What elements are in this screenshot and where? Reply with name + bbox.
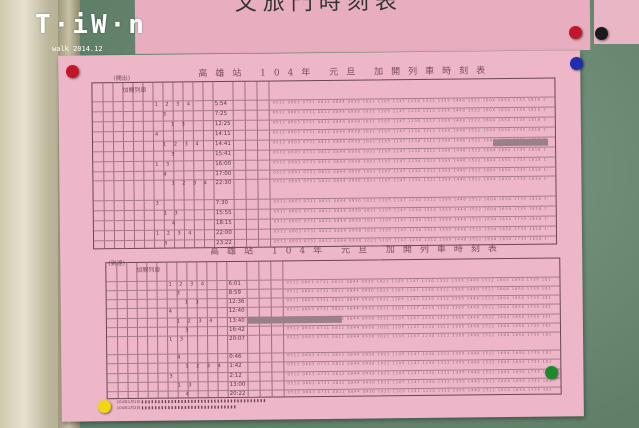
grid-line [116,263,119,399]
train-days: 4 [177,354,184,361]
grid-line [146,262,149,398]
train-time: 2:12 [229,372,242,379]
train-time: 16:00 [215,160,232,167]
train-days: 3 [162,111,169,118]
blue-magnet [570,57,583,70]
train-days: 1 3 [163,210,181,217]
grid-line [216,262,219,398]
train-days: 1 3 [170,121,188,128]
arrival-title: 高雄站 104年 元旦 加開列車時刻表 [210,244,505,258]
green-magnet [545,366,558,379]
train-days: 3 [176,290,183,297]
train-time: 7:30 [215,200,229,207]
header-label: 加開列車 [136,266,161,274]
train-days: 1 3 [184,299,202,306]
grid-line [202,82,206,248]
black-magnet [595,27,608,40]
train-time: 18:15 [215,220,232,227]
grid-line [126,263,129,399]
train-days: 1 2 3 4 [171,180,210,188]
train-time: 22:00 [215,230,232,237]
timetable-sheet: (開出) 高雄站 104年 元旦 加開列車時刻表 加開列車 5:54 1 2 3 4… [58,50,584,422]
train-time: 22:30 [215,180,232,187]
train-days: 3 [155,200,162,208]
grid-line [112,83,116,249]
train-time: 15:55 [215,210,232,217]
train-days: 3 [164,240,171,247]
grid-line [270,261,273,397]
grid-line [132,82,136,248]
train-time: 16:42 [228,326,245,333]
train-days: 3 [171,151,178,158]
train-days: 1 2 3 4 [185,363,224,370]
departure-title: 高雄站 104年 元旦 加開列車時刻表 [198,66,494,80]
train-time: 13:40 [228,317,245,324]
train-time: 6:01 [228,280,241,287]
train-days: 3 [184,327,192,334]
train-time: 20:07 [229,335,245,342]
train-days: 4 [163,171,170,178]
train-time: 1:42 [229,363,242,370]
train-time: 20:22 [229,390,246,397]
train-time: 12:36 [228,299,245,306]
train-days: 1 2 3 4 [176,317,216,325]
grid-line [244,81,248,247]
top-notice: 文旅門時刻表 [134,0,591,54]
train-days: 3 [169,373,176,380]
train-days: 1 2 3 4 [154,101,194,108]
train-time: 12:40 [228,308,245,315]
grid-line [102,83,106,249]
red-magnet [66,65,79,78]
train-time: 7:25 [214,110,228,118]
train-time: 13:00 [229,381,246,388]
train-days: 4 [171,220,179,227]
watermark-sub: walk 2014.12 [52,45,103,53]
grid-line [142,82,146,248]
train-time: 17:00 [215,170,232,177]
train-time: 14:41 [214,140,231,147]
top-notice-text: 文旅門時刻表 [234,0,403,17]
grid-line [246,261,249,397]
train-time: 0:46 [229,354,242,361]
train-days: 1 2 3 4 [155,230,195,237]
train-days: 4 [168,308,176,316]
train-days: 4 [154,131,162,138]
red-magnet [569,26,582,39]
train-time: 5:54 [214,100,228,108]
highlight-block [246,315,342,324]
grid-line [282,261,285,397]
train-time: 15:41 [215,150,232,157]
train-time: 14:11 [214,130,231,137]
header-label: 加開列車 [122,86,147,95]
grid-line [232,81,236,247]
train-days: 1 2 3 4 [168,281,208,288]
grid-line [256,81,260,247]
grid-line [268,81,272,247]
train-time: 8:59 [228,289,241,297]
grid-line [156,262,159,398]
grid-line [136,262,139,398]
footnote: 104年1月2日 ▮ ▮ ▮ ▮ ▮ ▮ ▮ ▮ ▮ ▮ ▮ ▮ ▮ ▮ ▮ ▮… [116,403,236,411]
watermark-logo: T·iW·n [35,10,147,40]
train-days: 1 2 3 4 [163,140,202,148]
grid-line [122,83,126,249]
train-days: 4 [185,391,192,398]
train-days: 1 3 [155,161,173,168]
train-days: 1 3 [169,336,187,343]
arrival-table: 加開列車 6:01 1 2 3 4 0512 0603 0731 0812 0844 … [105,257,562,400]
highlight-block [492,138,549,147]
departure-label: (開出) [113,74,131,83]
departure-table: 加開列車 5:54 1 2 3 4 0512 0603 0731 0812 0844 … [91,77,558,250]
train-time: 12:25 [214,120,231,127]
train-days: 1 3 [177,382,195,389]
grid-line [258,261,261,397]
yellow-magnet [98,400,111,413]
